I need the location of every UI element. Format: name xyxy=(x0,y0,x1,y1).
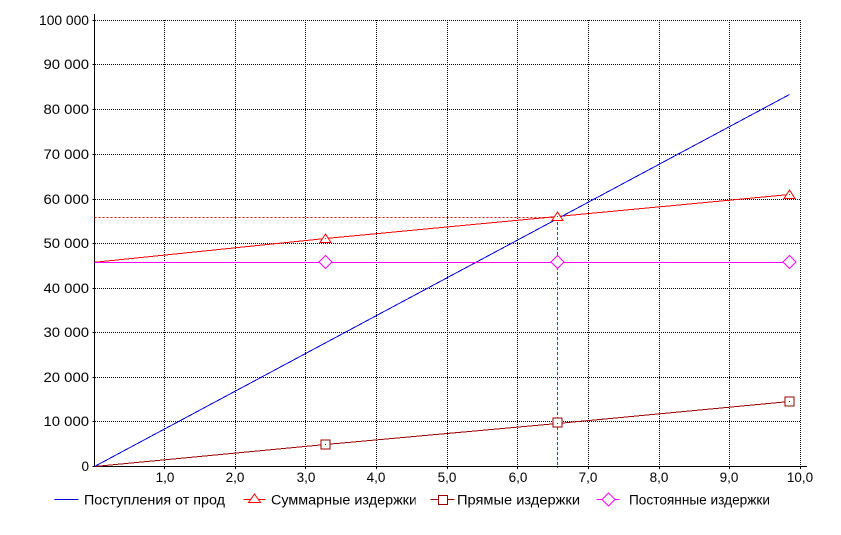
svg-text:50 000: 50 000 xyxy=(44,236,90,251)
svg-text:0: 0 xyxy=(81,459,89,474)
svg-text:Суммарные издержки: Суммарные издержки xyxy=(271,493,417,508)
svg-text:9,0: 9,0 xyxy=(720,470,739,485)
svg-text:10 000: 10 000 xyxy=(44,414,90,429)
svg-text:90 000: 90 000 xyxy=(44,57,90,72)
svg-text:10,0: 10,0 xyxy=(787,470,813,485)
svg-text:Поступления от прод: Поступления от прод xyxy=(84,493,225,508)
svg-text:5,0: 5,0 xyxy=(438,470,457,485)
svg-text:8,0: 8,0 xyxy=(650,470,669,485)
svg-text:7,0: 7,0 xyxy=(579,470,598,485)
svg-text:100 000: 100 000 xyxy=(39,13,89,28)
svg-text:30 000: 30 000 xyxy=(44,325,90,340)
svg-text:2,0: 2,0 xyxy=(226,470,245,485)
svg-text:4,0: 4,0 xyxy=(367,470,386,485)
svg-text:20 000: 20 000 xyxy=(44,370,90,385)
svg-text:80 000: 80 000 xyxy=(44,102,90,117)
svg-text:60 000: 60 000 xyxy=(44,192,90,207)
svg-text:6,0: 6,0 xyxy=(509,470,528,485)
svg-text:3,0: 3,0 xyxy=(297,470,316,485)
svg-text:Прямые издержки: Прямые издержки xyxy=(457,493,580,508)
svg-text:70 000: 70 000 xyxy=(44,147,90,162)
svg-text:1,0: 1,0 xyxy=(156,470,175,485)
svg-text:Постоянные издержки: Постоянные издержки xyxy=(629,493,770,508)
svg-text:40 000: 40 000 xyxy=(44,281,90,296)
